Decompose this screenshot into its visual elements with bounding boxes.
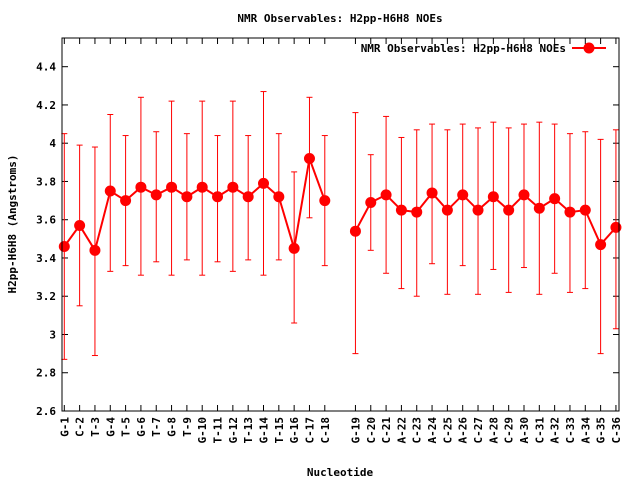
data-point — [564, 206, 576, 218]
x-axis-label: Nucleotide — [307, 466, 374, 479]
data-point — [533, 202, 545, 214]
y-tick-label: 4 — [49, 137, 56, 150]
y-tick-label: 2.8 — [36, 367, 56, 380]
y-tick-label: 3 — [49, 328, 56, 341]
data-point — [181, 191, 193, 203]
legend-label: NMR Observables: H2pp-H6H8 NOEs — [361, 42, 566, 55]
data-point — [303, 153, 315, 165]
x-tick-label: G-16 — [288, 417, 301, 444]
data-point — [380, 189, 392, 201]
data-point — [579, 204, 591, 216]
x-tick-label: A-30 — [518, 417, 531, 444]
y-tick-label: 3.2 — [36, 290, 56, 303]
x-tick-label: G-35 — [595, 417, 608, 444]
x-tick-label: C-33 — [564, 417, 577, 444]
x-tick-label: C-36 — [610, 417, 623, 444]
x-tick-label: C-20 — [365, 417, 378, 444]
data-point — [58, 240, 70, 252]
x-tick-label: G-12 — [227, 417, 240, 444]
x-tick-label: A-26 — [457, 417, 470, 444]
data-point — [166, 181, 178, 193]
data-point — [518, 189, 530, 201]
data-point — [150, 189, 162, 201]
x-tick-label: T-11 — [212, 417, 225, 444]
x-tick-label: C-21 — [380, 417, 393, 444]
data-point — [258, 177, 270, 189]
x-tick-label: T-7 — [150, 417, 163, 437]
data-point — [273, 191, 285, 203]
y-tick-label: 3.4 — [36, 252, 56, 265]
x-tick-label: C-29 — [503, 417, 516, 444]
x-tick-label: C-17 — [303, 417, 316, 444]
x-tick-label: A-32 — [549, 417, 562, 444]
x-tick-label: C-31 — [533, 417, 546, 444]
y-axis-label: H2pp-H6H8 (Angstroms) — [6, 154, 19, 293]
x-tick-label: T-5 — [120, 417, 133, 437]
data-point — [441, 204, 453, 216]
data-point — [457, 189, 469, 201]
legend-marker — [583, 42, 595, 54]
x-tick-label: T-3 — [89, 417, 102, 437]
data-point — [74, 219, 86, 231]
x-tick-label: C-2 — [74, 417, 87, 437]
x-tick-label: T-13 — [242, 417, 255, 444]
x-tick-label: A-22 — [395, 417, 408, 444]
series-line — [63, 154, 326, 253]
x-tick-label: T-9 — [181, 417, 194, 437]
x-tick-label: G-14 — [258, 417, 271, 444]
chart-title: NMR Observables: H2pp-H6H8 NOEs — [237, 12, 442, 25]
x-tick-label: C-23 — [411, 417, 424, 444]
x-tick-label: G-19 — [349, 417, 362, 444]
x-tick-label: A-24 — [426, 417, 439, 444]
data-point — [135, 181, 147, 193]
x-tick-label: A-28 — [487, 417, 500, 444]
data-point — [227, 181, 239, 193]
data-point — [411, 206, 423, 218]
y-tick-label: 4.4 — [36, 61, 56, 74]
y-tick-label: 4.2 — [36, 99, 56, 112]
data-point — [487, 191, 499, 203]
data-point — [120, 195, 132, 207]
data-point — [426, 187, 438, 199]
series-line — [354, 191, 617, 247]
data-point — [349, 225, 361, 237]
x-tick-label: G-4 — [104, 417, 117, 437]
data-point — [196, 181, 208, 193]
data-point — [472, 204, 484, 216]
y-tick-label: 3.6 — [36, 214, 56, 227]
data-point — [549, 193, 561, 205]
data-point — [365, 197, 377, 209]
x-tick-label: A-34 — [579, 417, 592, 444]
data-point — [104, 185, 116, 197]
x-tick-label: G-6 — [135, 417, 148, 437]
x-tick-label: G-1 — [58, 417, 71, 437]
x-tick-label: G-10 — [196, 417, 209, 444]
y-tick-label: 2.6 — [36, 405, 56, 418]
data-point — [319, 195, 331, 207]
x-tick-label: C-25 — [441, 417, 454, 444]
x-tick-label: C-18 — [319, 417, 332, 444]
data-point — [242, 191, 254, 203]
data-point — [503, 204, 515, 216]
data-point — [395, 204, 407, 216]
x-tick-label: C-27 — [472, 417, 485, 444]
x-tick-label: G-8 — [166, 417, 179, 437]
x-tick-label: T-15 — [273, 417, 286, 444]
data-point — [212, 191, 224, 203]
data-point — [89, 244, 101, 256]
plot-frame — [61, 37, 620, 412]
data-point — [610, 221, 622, 233]
data-point — [595, 239, 607, 251]
data-point — [288, 242, 300, 254]
legend: NMR Observables: H2pp-H6H8 NOEs — [361, 42, 606, 55]
y-tick-label: 3.8 — [36, 175, 56, 188]
